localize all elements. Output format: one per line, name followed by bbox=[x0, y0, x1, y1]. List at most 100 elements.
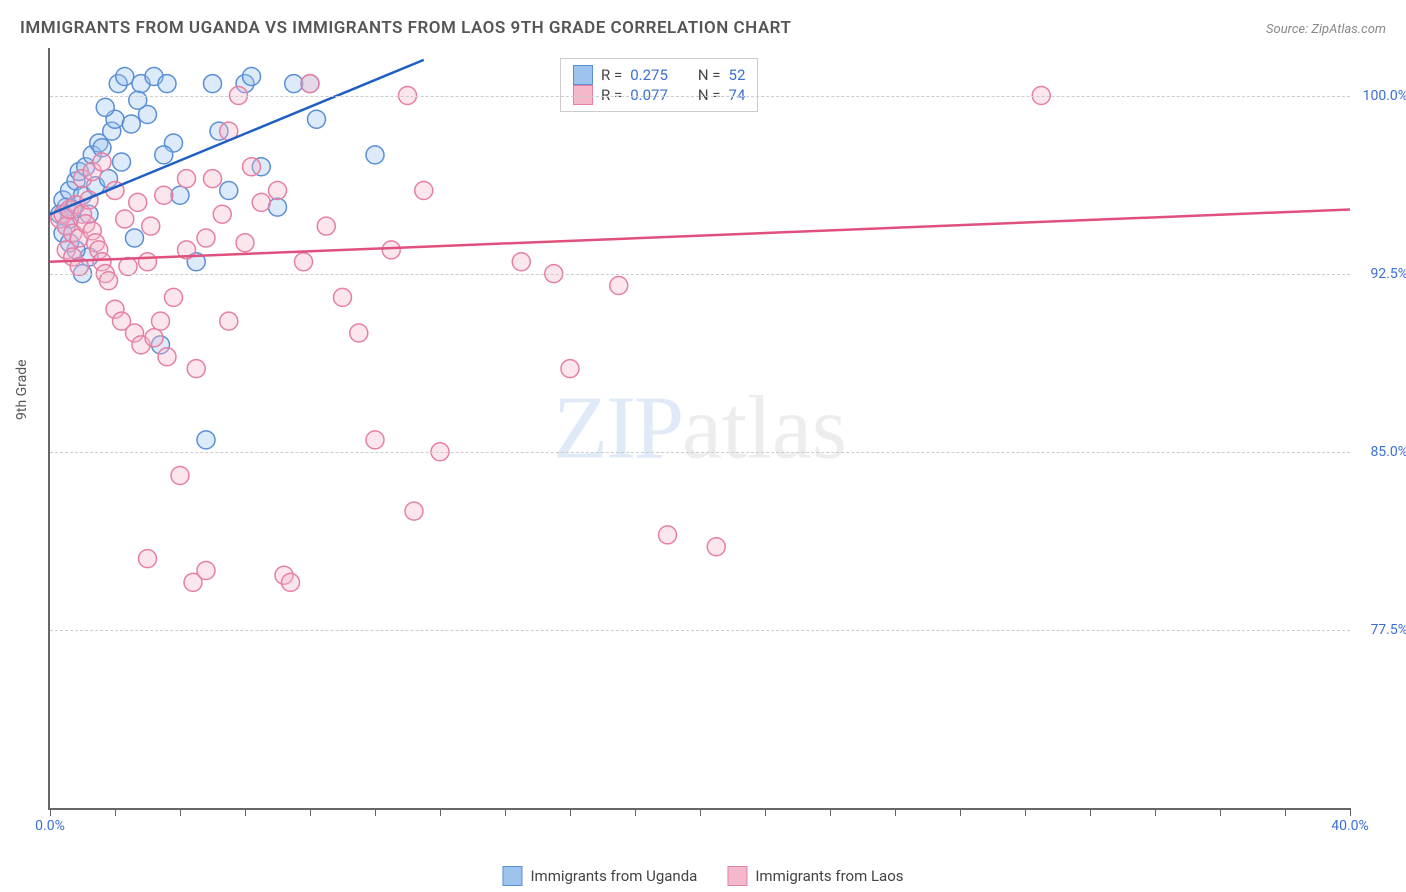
data-point bbox=[116, 68, 134, 86]
data-point bbox=[252, 193, 270, 211]
y-tick-label: 77.5% bbox=[1370, 622, 1406, 638]
data-point bbox=[158, 348, 176, 366]
chart-plot-area: ZIPatlas R =0.275N =52R =0.077N =74 100.… bbox=[48, 48, 1350, 810]
series-legend: Immigrants from Uganda Immigrants from La… bbox=[502, 866, 903, 886]
data-point bbox=[165, 288, 183, 306]
n-label: N = bbox=[698, 66, 721, 84]
data-point bbox=[659, 526, 677, 544]
data-point bbox=[113, 153, 131, 171]
x-tick-minor bbox=[570, 808, 571, 816]
data-point bbox=[145, 329, 163, 347]
x-tick-minor bbox=[115, 808, 116, 816]
data-point bbox=[236, 234, 254, 252]
data-point bbox=[213, 205, 231, 223]
x-tick-minor bbox=[1025, 808, 1026, 816]
x-tick-minor bbox=[310, 808, 311, 816]
scatter-svg bbox=[50, 48, 1350, 808]
data-point bbox=[139, 550, 157, 568]
x-tick-minor bbox=[50, 808, 51, 816]
data-point bbox=[243, 158, 261, 176]
x-tick-minor bbox=[765, 808, 766, 816]
data-point bbox=[155, 186, 173, 204]
data-point bbox=[155, 146, 173, 164]
x-tick-minor bbox=[440, 808, 441, 816]
x-tick-minor bbox=[1090, 808, 1091, 816]
y-tick-label: 100.0% bbox=[1363, 88, 1406, 104]
data-point bbox=[178, 170, 196, 188]
x-tick-minor bbox=[180, 808, 181, 816]
data-point bbox=[707, 538, 725, 556]
data-point bbox=[610, 277, 628, 295]
gridline bbox=[50, 630, 1350, 631]
data-point bbox=[285, 75, 303, 93]
data-point bbox=[301, 75, 319, 93]
data-point bbox=[139, 253, 157, 271]
gridline bbox=[50, 96, 1350, 97]
n-value: 52 bbox=[729, 66, 746, 84]
data-point bbox=[96, 98, 114, 116]
legend-swatch bbox=[502, 866, 522, 886]
source-attribution: Source: ZipAtlas.com bbox=[1266, 22, 1386, 37]
legend-swatch bbox=[727, 866, 747, 886]
data-point bbox=[561, 360, 579, 378]
data-point bbox=[282, 573, 300, 591]
data-point bbox=[415, 182, 433, 200]
x-tick-minor bbox=[1155, 808, 1156, 816]
data-point bbox=[269, 198, 287, 216]
data-point bbox=[116, 210, 134, 228]
data-point bbox=[308, 110, 326, 128]
data-point bbox=[197, 562, 215, 580]
x-tick-minor bbox=[245, 808, 246, 816]
chart-title: IMMIGRANTS FROM UGANDA VS IMMIGRANTS FRO… bbox=[20, 18, 791, 38]
data-point bbox=[317, 217, 335, 235]
gridline bbox=[50, 452, 1350, 453]
x-tick-minor bbox=[700, 808, 701, 816]
data-point bbox=[382, 241, 400, 259]
series-legend-item: Immigrants from Uganda bbox=[502, 866, 697, 886]
r-value: 0.275 bbox=[630, 66, 668, 84]
data-point bbox=[366, 146, 384, 164]
data-point bbox=[220, 312, 238, 330]
data-point bbox=[295, 253, 313, 271]
y-tick-label: 92.5% bbox=[1370, 266, 1406, 282]
x-tick-label: 40.0% bbox=[1331, 818, 1369, 834]
data-point bbox=[171, 186, 189, 204]
data-point bbox=[171, 467, 189, 485]
legend-swatch bbox=[573, 65, 593, 85]
data-point bbox=[129, 91, 147, 109]
data-point bbox=[405, 502, 423, 520]
data-point bbox=[152, 312, 170, 330]
data-point bbox=[269, 182, 287, 200]
data-point bbox=[204, 170, 222, 188]
data-point bbox=[158, 75, 176, 93]
data-point bbox=[126, 229, 144, 247]
r-label: R = bbox=[601, 66, 622, 84]
correlation-legend: R =0.275N =52R =0.077N =74 bbox=[560, 58, 758, 112]
data-point bbox=[142, 217, 160, 235]
data-point bbox=[93, 153, 111, 171]
data-point bbox=[204, 75, 222, 93]
series-legend-label: Immigrants from Uganda bbox=[530, 867, 697, 885]
x-tick-label: 0.0% bbox=[35, 818, 65, 834]
data-point bbox=[129, 193, 147, 211]
gridline bbox=[50, 274, 1350, 275]
data-point bbox=[122, 115, 140, 133]
data-point bbox=[197, 229, 215, 247]
x-tick-minor bbox=[375, 808, 376, 816]
data-point bbox=[197, 431, 215, 449]
data-point bbox=[334, 288, 352, 306]
x-tick-minor bbox=[1285, 808, 1286, 816]
data-point bbox=[243, 68, 261, 86]
x-tick-minor bbox=[1220, 808, 1221, 816]
y-axis-label: 9th Grade bbox=[14, 359, 30, 420]
data-point bbox=[350, 324, 368, 342]
series-legend-item: Immigrants from Laos bbox=[727, 866, 903, 886]
x-tick-minor bbox=[635, 808, 636, 816]
x-tick-minor bbox=[1350, 808, 1351, 816]
x-tick-minor bbox=[830, 808, 831, 816]
series-legend-label: Immigrants from Laos bbox=[755, 867, 903, 885]
data-point bbox=[366, 431, 384, 449]
x-tick-minor bbox=[505, 808, 506, 816]
data-point bbox=[220, 182, 238, 200]
data-point bbox=[512, 253, 530, 271]
